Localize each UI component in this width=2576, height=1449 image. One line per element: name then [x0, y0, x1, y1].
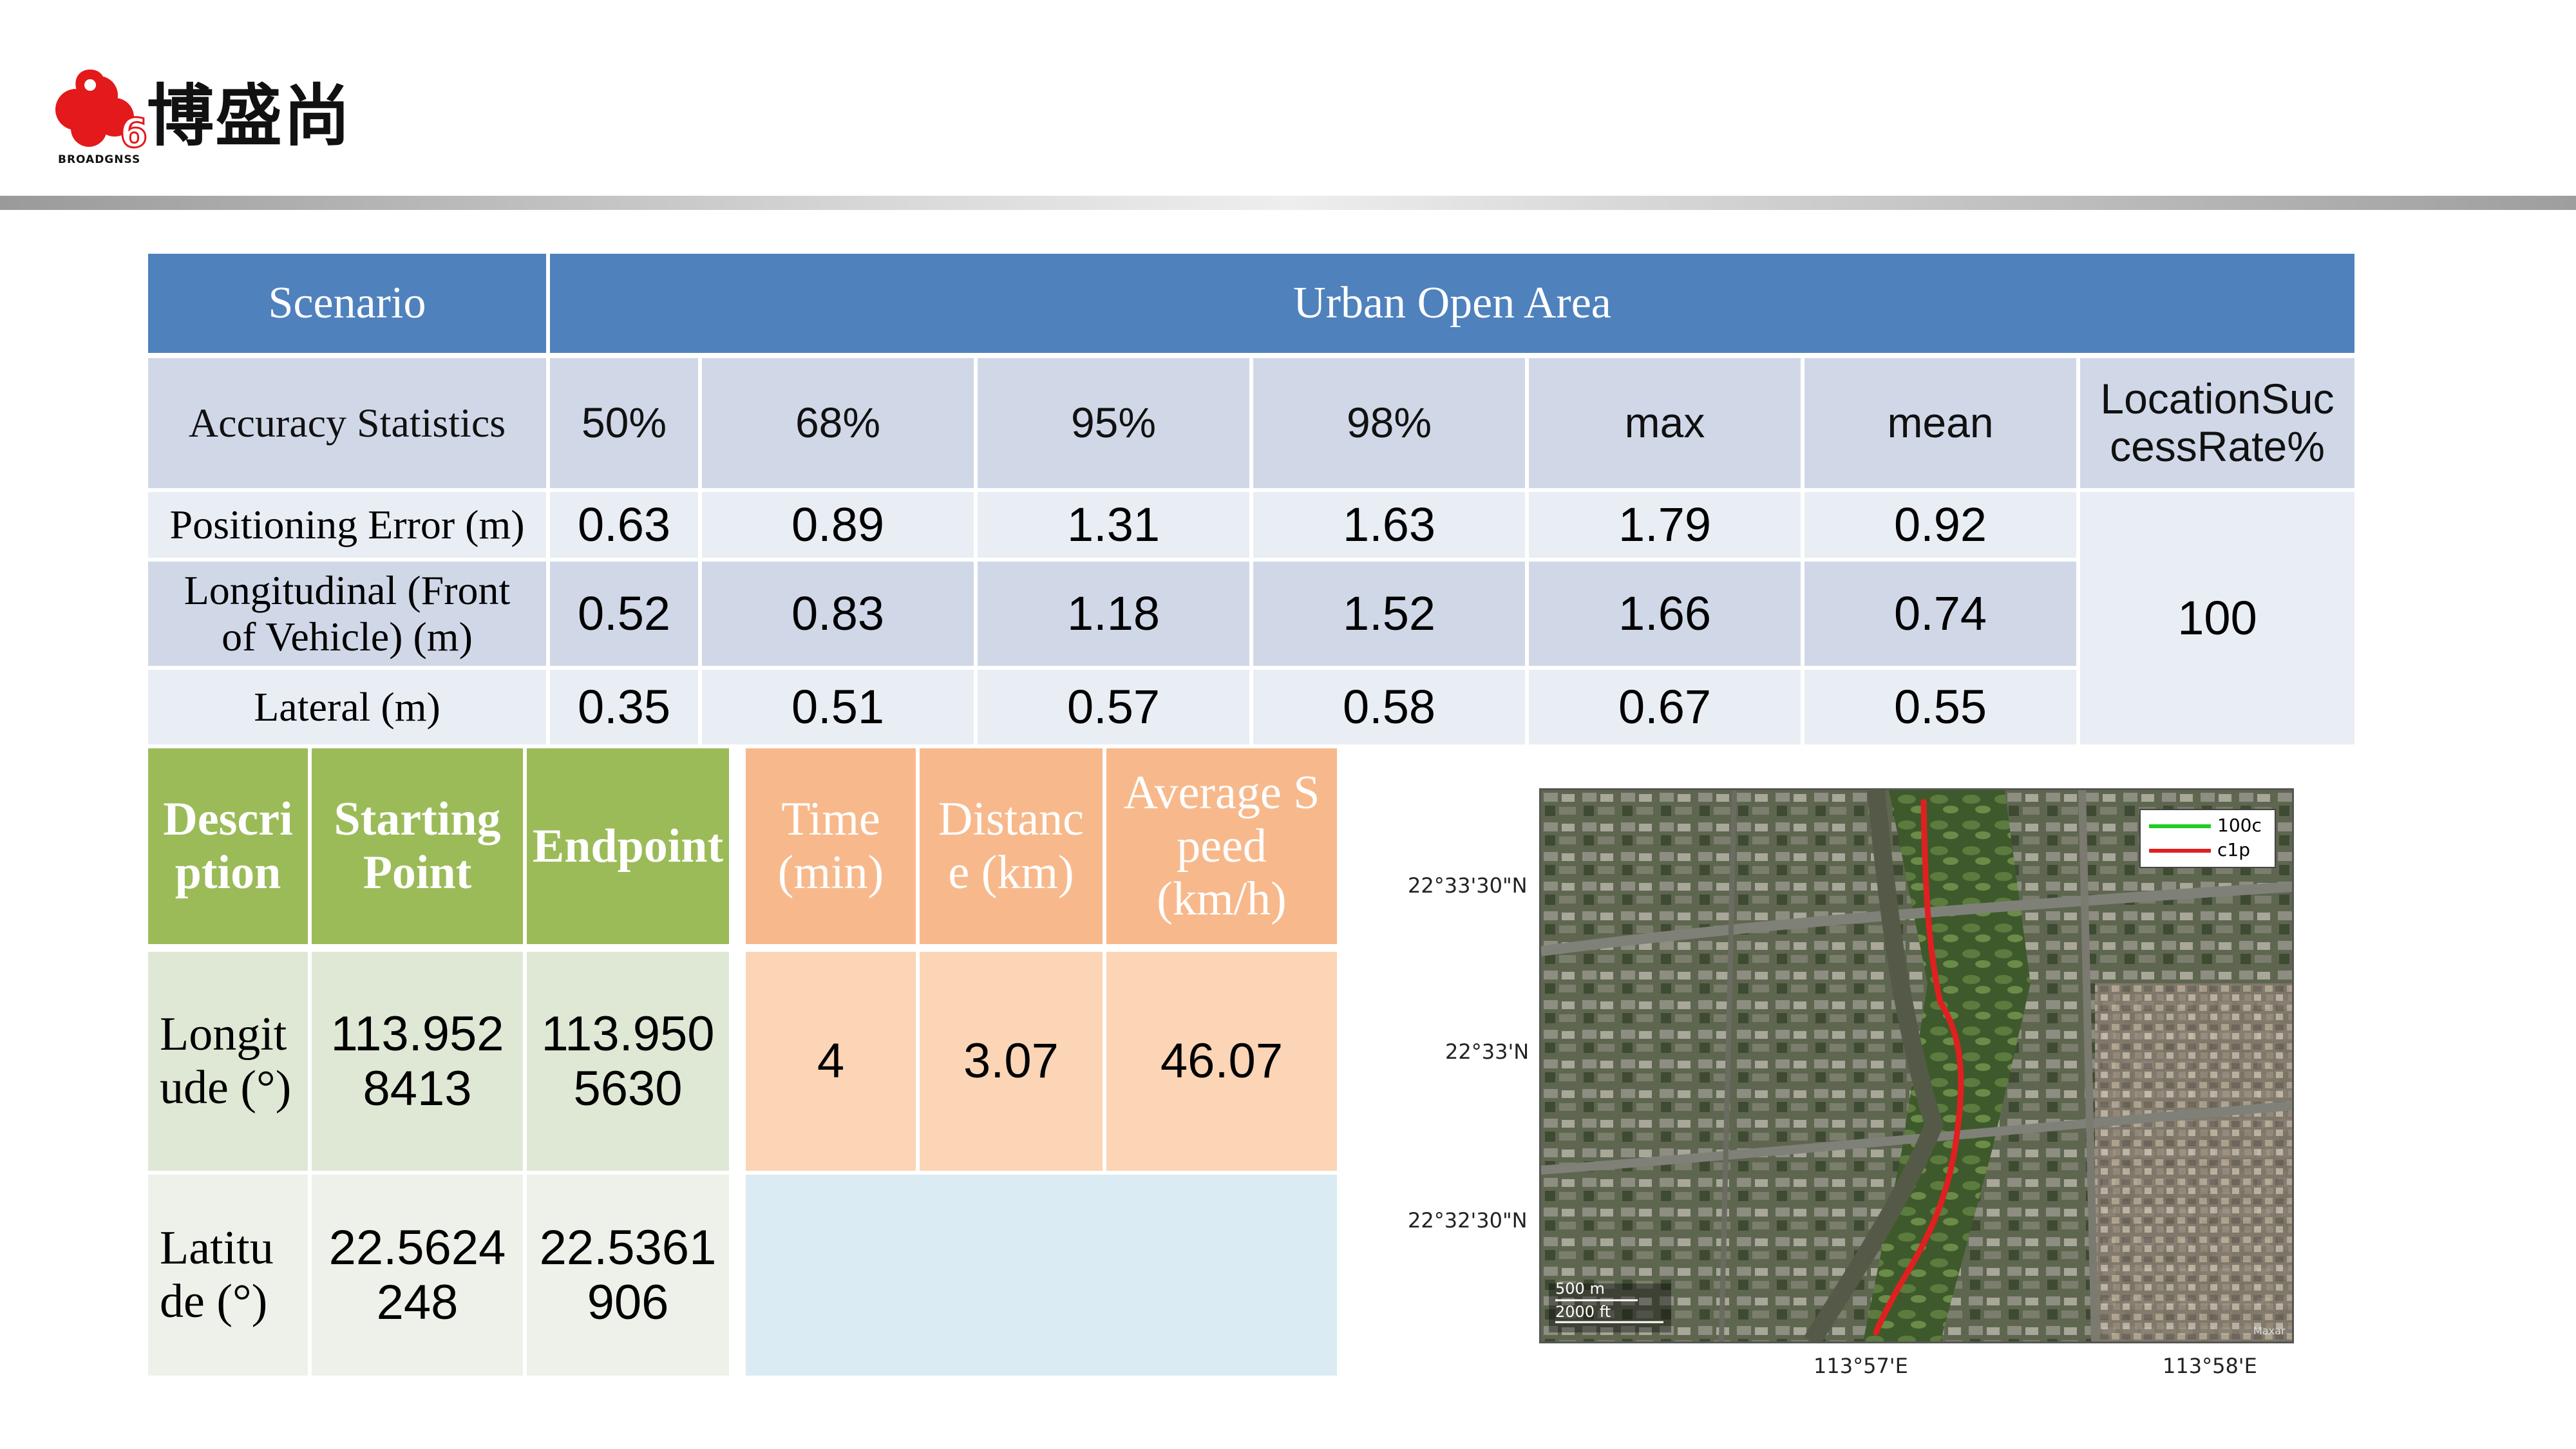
table-cell: 0.57	[978, 670, 1249, 744]
table-cell: 0.35	[550, 670, 698, 744]
start-latitude: 22.5624 248	[312, 1175, 523, 1376]
table-cell: 0.83	[702, 562, 974, 666]
table-cell: 0.63	[550, 492, 698, 558]
average-speed-header: Average S peed (km/h)	[1106, 748, 1337, 944]
scale-label: 2000 ft	[1555, 1303, 1611, 1321]
legend-label: c1p	[2217, 839, 2250, 860]
brand-name: 博盛尚	[147, 77, 352, 155]
table-cell: 0.74	[1804, 562, 2076, 666]
lat-label: 22°33'N	[1445, 1039, 1530, 1064]
table-cell: 0.52	[550, 562, 698, 666]
accuracy-statistics-label: Accuracy Statistics	[148, 358, 546, 488]
distance-header: Distanc e (km)	[920, 748, 1103, 944]
table-cell: 1.18	[978, 562, 1249, 666]
lat-label: 22°33'30"N	[1408, 873, 1528, 898]
row-label-positioning-error: Positioning Error (m)	[148, 492, 546, 558]
svg-text:6: 6	[120, 109, 147, 156]
header-divider	[0, 196, 2576, 210]
success-rate-value: 100	[2080, 492, 2354, 744]
scenario-header: Scenario	[148, 254, 546, 353]
table-cell: 0.92	[1804, 492, 2076, 558]
time-value: 4	[746, 952, 916, 1171]
description-header: Descri ption	[148, 748, 308, 944]
time-header: Time (min)	[746, 748, 916, 944]
table-cell: 0.89	[702, 492, 974, 558]
legend-label: 100c	[2217, 815, 2262, 836]
broadgnss-logo-icon: 6	[55, 70, 149, 158]
header-logo: 6	[50, 64, 149, 167]
stat-col-max: max	[1529, 358, 1801, 488]
row-label-lateral: Lateral (m)	[148, 670, 546, 744]
end-latitude: 22.5361 906	[527, 1175, 729, 1376]
row-label-longitude: Longit ude (°)	[148, 952, 308, 1171]
scale-label: 500 m	[1555, 1280, 1605, 1298]
table-cell: 1.31	[978, 492, 1249, 558]
stat-col-50: 50%	[550, 358, 698, 488]
start-longitude: 113.952 8413	[312, 952, 523, 1171]
table-cell: 1.52	[1253, 562, 1525, 666]
table-cell: 1.66	[1529, 562, 1801, 666]
satellite-map-graphic	[1541, 790, 2292, 1341]
stat-col-success-rate: LocationSuc cessRate%	[2080, 358, 2354, 488]
empty-cell	[746, 1175, 1337, 1376]
stat-col-95: 95%	[978, 358, 1249, 488]
stat-col-68: 68%	[702, 358, 974, 488]
table-cell: 0.55	[1804, 670, 2076, 744]
lat-label: 22°32'30"N	[1408, 1208, 1528, 1233]
table-cell: 0.51	[702, 670, 974, 744]
area-header: Urban Open Area	[550, 254, 2354, 353]
endpoint-header: Endpoint	[527, 748, 729, 944]
table-cell: 1.79	[1529, 492, 1801, 558]
lon-label: 113°57'E	[1814, 1354, 1908, 1378]
distance-value: 3.07	[920, 952, 1103, 1171]
attribution-label: Maxar	[2253, 1325, 2286, 1337]
table-cell: 1.63	[1253, 492, 1525, 558]
average-speed-value: 46.07	[1106, 952, 1337, 1171]
row-label-latitude: Latitu de (°)	[148, 1175, 308, 1376]
brand-name-en: BROADGNSS	[58, 153, 141, 166]
satellite-image: 100c c1p 500 m 2000 ft Maxar	[1539, 788, 2294, 1343]
lon-label: 113°58'E	[2163, 1354, 2257, 1378]
stat-col-mean: mean	[1804, 358, 2076, 488]
table-cell: 0.67	[1529, 670, 1801, 744]
stat-col-98: 98%	[1253, 358, 1525, 488]
starting-point-header: Starting Point	[312, 748, 523, 944]
table-cell: 0.58	[1253, 670, 1525, 744]
route-line	[1873, 799, 1964, 1336]
end-longitude: 113.950 5630	[527, 952, 729, 1171]
row-label-longitudinal: Longitudinal (Front of Vehicle) (m)	[148, 562, 546, 666]
